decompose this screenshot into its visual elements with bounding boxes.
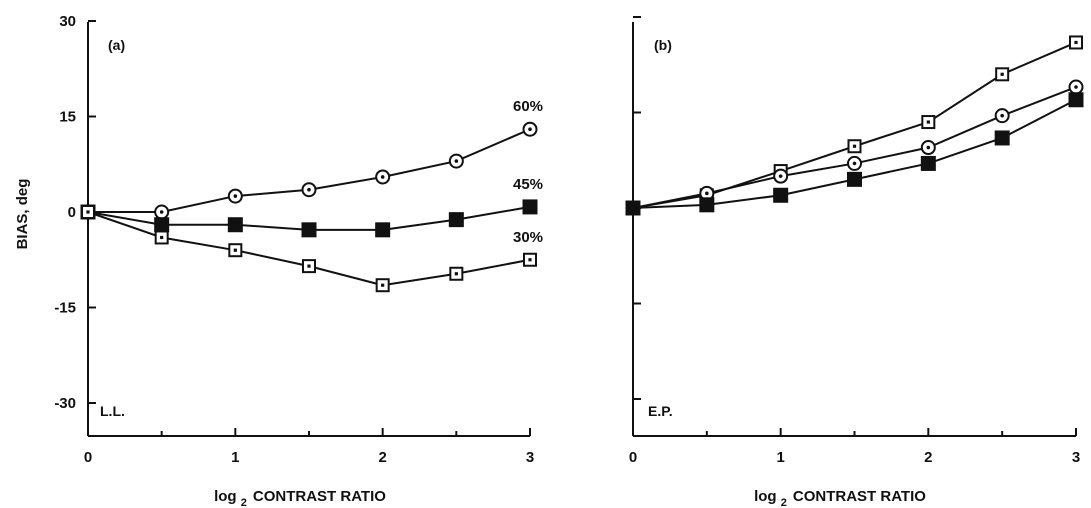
data-point-circle-center xyxy=(778,174,783,178)
panel-b-chart: 0 1 2 3 log 2 CONTRAST RATIO (b) E.P. xyxy=(625,16,1084,508)
data-point-filled-square xyxy=(154,217,170,233)
subject-label: L.L. xyxy=(100,403,125,419)
x-axis-title-log: log xyxy=(754,488,781,505)
data-point-circle-center xyxy=(159,210,164,214)
data-point-open-square-center xyxy=(86,210,90,214)
data-point-filled-square xyxy=(301,222,317,238)
data-point-circle-center xyxy=(307,187,311,192)
x-axis-title-subscript: 2 xyxy=(241,497,247,508)
data-point-open-square-center xyxy=(926,120,930,124)
data-point-open-square-center xyxy=(160,235,164,240)
data-point-open-square-center xyxy=(307,264,311,268)
x-tick-label: 1 xyxy=(231,449,239,466)
y-tick-label: 0 xyxy=(68,204,76,221)
y-tick-label: 15 xyxy=(59,109,76,126)
data-point-filled-square xyxy=(994,130,1010,146)
data-point-filled-square xyxy=(375,222,391,238)
data-point-filled-square xyxy=(847,171,862,187)
data-point-circle-center xyxy=(1074,85,1078,89)
data-point-filled-square xyxy=(227,217,243,233)
data-point-filled-square xyxy=(448,212,464,228)
data-point-open-square-center xyxy=(852,144,857,148)
subject-label: E.P. xyxy=(648,403,673,419)
data-point-filled-square xyxy=(920,155,936,171)
data-point-circle-center xyxy=(233,194,238,198)
x-tick-label: 2 xyxy=(378,449,386,466)
x-axis-title-rest: CONTRAST RATIO xyxy=(793,488,926,505)
panel-a-chart: 30 15 0 -15 -30 0 1 2 3 log 2 CONTRAST RATIO BIAS, … xyxy=(14,13,543,508)
data-point-circle-center xyxy=(528,127,532,132)
data-point-filled-square xyxy=(773,187,789,203)
series-line-circle-dot xyxy=(88,128,531,213)
data-point-filled-square xyxy=(522,199,538,215)
panel-label: (a) xyxy=(108,37,125,53)
x-tick-label: 0 xyxy=(84,449,92,466)
x-tick-label: 2 xyxy=(924,449,932,466)
data-point-open-square-center xyxy=(381,283,385,287)
x-tick-label: 1 xyxy=(776,449,784,466)
data-point-open-square-center xyxy=(528,258,532,262)
y-tick-label: 30 xyxy=(59,13,76,30)
x-tick-label: 3 xyxy=(526,449,534,466)
data-point-circle-center xyxy=(852,161,857,166)
x-axis-title-rest: CONTRAST RATIO xyxy=(253,488,386,505)
x-tick-label: 0 xyxy=(629,449,637,466)
y-tick-label: -15 xyxy=(54,300,76,317)
x-axis-title-log: log xyxy=(214,488,241,505)
y-tick-label: -30 xyxy=(54,395,76,412)
data-point-open-square-center xyxy=(1000,72,1004,76)
data-point-filled-square xyxy=(699,197,715,213)
data-point-circle-center xyxy=(454,159,459,163)
x-axis-title: log 2 CONTRAST RATIO xyxy=(214,488,386,508)
data-point-filled-square xyxy=(1068,92,1084,108)
series-annotation: 30% xyxy=(513,229,543,246)
x-axis-title: log 2 CONTRAST RATIO xyxy=(754,488,926,508)
data-point-open-square-center xyxy=(1074,40,1078,45)
series-annotation: 60% xyxy=(513,98,543,115)
data-point-circle-center xyxy=(380,175,385,179)
data-point-circle-center xyxy=(705,191,709,196)
y-axis-title: BIAS, deg xyxy=(14,179,31,250)
data-point-circle-center xyxy=(1000,113,1004,118)
x-tick-label: 3 xyxy=(1072,449,1080,466)
data-point-open-square-center xyxy=(233,248,237,252)
x-axis-title-subscript: 2 xyxy=(781,497,787,508)
series-annotation: 45% xyxy=(513,176,543,193)
data-point-open-square-center xyxy=(454,272,458,276)
data-point-circle-center xyxy=(926,145,931,150)
panel-label: (b) xyxy=(654,37,672,53)
data-point-filled-square xyxy=(625,200,641,216)
